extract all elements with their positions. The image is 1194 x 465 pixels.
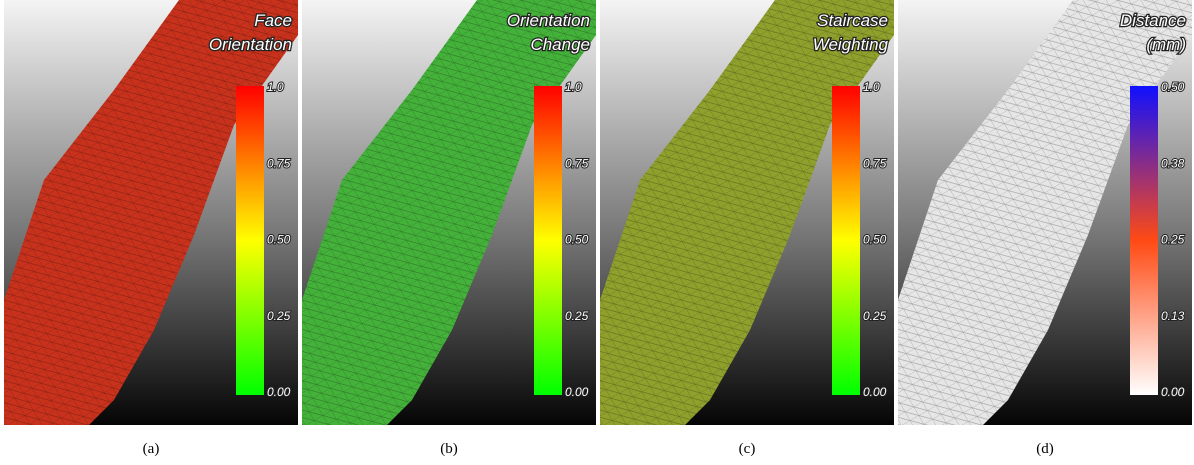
panel-caption: (a) bbox=[143, 441, 160, 457]
colorbar bbox=[534, 86, 562, 395]
colorbar-tick-label: 0.00 bbox=[565, 385, 589, 399]
colorbar bbox=[236, 86, 264, 395]
panel-title: Orientation bbox=[209, 35, 292, 54]
colorbar-tick-label: 1.0 bbox=[863, 80, 880, 94]
panel-title: (mm) bbox=[1146, 35, 1186, 54]
panel-title: Orientation bbox=[507, 11, 590, 30]
colorbar-tick-label: 0.25 bbox=[1161, 233, 1185, 247]
colorbar-tick-label: 0.00 bbox=[1161, 385, 1185, 399]
colorbar-tick-label: 0.50 bbox=[565, 233, 589, 247]
colorbar-tick-label: 0.75 bbox=[863, 156, 887, 170]
figure: 1.00.750.500.250.00FaceOrientation(a)1.0… bbox=[0, 0, 1194, 465]
panel: 1.0 0.75 0.50 0.25 0.00 Staircase Weighting (c) bbox=[600, 0, 894, 457]
panel-caption: (c) bbox=[739, 441, 756, 457]
colorbar-tick-label: 1.0 bbox=[565, 80, 582, 94]
panel-title: Change bbox=[530, 35, 590, 54]
panel-title: Staircase bbox=[817, 11, 888, 30]
panel: 1.0 0.75 0.50 0.25 0.00 Orientation Change (b) bbox=[302, 0, 596, 457]
colorbar-tick-label: 0.75 bbox=[565, 156, 589, 170]
colorbar-tick-label: 0.38 bbox=[1161, 156, 1185, 170]
panel: 1.0 0.75 0.50 0.25 0.00 Face Orientation (a) bbox=[4, 0, 298, 457]
panel-caption: (b) bbox=[440, 441, 458, 457]
colorbar-tick-label: 0.50 bbox=[267, 233, 291, 247]
colorbar-tick-label: 0.25 bbox=[863, 309, 887, 323]
colorbar-tick-label: 0.25 bbox=[565, 309, 589, 323]
colorbar-tick-label: 0.13 bbox=[1161, 309, 1185, 323]
colorbar-tick-label: 0.50 bbox=[1161, 80, 1185, 94]
colorbar-tick-label: 0.75 bbox=[267, 156, 291, 170]
colorbar-tick-label: 1.0 bbox=[267, 80, 284, 94]
colorbar bbox=[1130, 86, 1158, 395]
colorbar-tick-label: 0.00 bbox=[863, 385, 887, 399]
panel: 0.50 0.38 0.25 0.13 0.00 Distance (mm) (d) bbox=[898, 0, 1192, 457]
panel-title: Weighting bbox=[813, 35, 889, 54]
panel-caption: (d) bbox=[1036, 441, 1054, 457]
colorbar bbox=[832, 86, 860, 395]
colorbar-tick-label: 0.00 bbox=[267, 385, 291, 399]
colorbar-tick-label: 0.25 bbox=[267, 309, 291, 323]
colorbar-tick-label: 0.50 bbox=[863, 233, 887, 247]
panel-title: Face bbox=[254, 11, 292, 30]
panel-title: Distance bbox=[1120, 11, 1186, 30]
